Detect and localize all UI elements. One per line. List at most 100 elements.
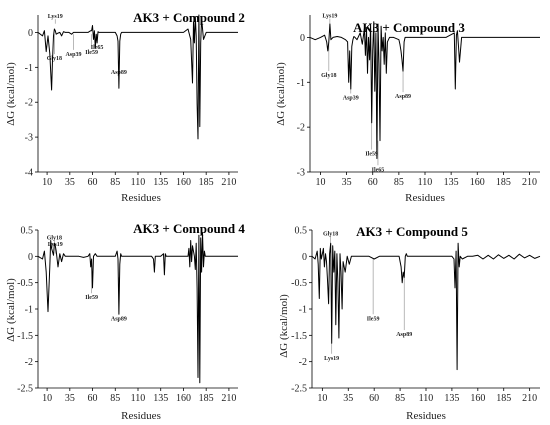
annotation-label: Asp89 [396, 332, 412, 338]
x-tick-label: 35 [343, 393, 353, 404]
y-tick-label: -1.5 [291, 331, 307, 342]
y-tick-label: -2 [299, 357, 307, 368]
y-tick-label: -2 [25, 357, 33, 368]
y-tick-label: 0 [302, 252, 307, 263]
x-tick-label: 10 [317, 393, 327, 404]
series-line [37, 232, 238, 384]
x-tick-label: 60 [88, 393, 98, 404]
annotation-label: Ile65 [372, 167, 385, 173]
x-tick-label: 135 [444, 393, 459, 404]
y-tick-label: 0 [300, 33, 305, 44]
y-tick-label: -4 [25, 168, 33, 179]
x-tick-label: 60 [368, 177, 378, 188]
x-tick-label: 185 [199, 177, 214, 188]
y-axis-title: ΔG (kcal/mol) [5, 62, 17, 126]
y-tick-label: -0.5 [291, 278, 307, 289]
annotation-label: Ile59 [85, 295, 98, 301]
panel-compound-5: AK3 + Compound 5 ΔG (kcal/mol) Residues … [278, 224, 541, 422]
x-tick-label: 210 [522, 177, 537, 188]
x-tick-label: 185 [496, 177, 511, 188]
series-line [309, 21, 540, 159]
annotation-label: Gly18 [321, 73, 336, 79]
plot-area: -3 -2 -1 0 10 35 60 85 110 135 160 185 210 Lys19 Gly18… [297, 14, 540, 188]
x-tick-label: 85 [110, 393, 120, 404]
x-tick-label: 85 [395, 393, 405, 404]
annotation-label: Gly18 [47, 236, 62, 242]
annotation-label: Ile59 [367, 316, 380, 322]
y-tick-label: -1 [25, 63, 33, 74]
x-tick-label: 110 [131, 177, 146, 188]
x-tick-label: 185 [199, 393, 214, 404]
x-axis-title: Residues [405, 192, 445, 204]
series-line [311, 242, 541, 371]
y-tick-label: 0 [28, 252, 33, 263]
x-tick-label: 110 [418, 177, 433, 188]
x-tick-label: 160 [176, 393, 191, 404]
x-tick-label: 10 [42, 177, 52, 188]
panel-title: AK3 + Compound 2 [133, 10, 245, 25]
y-tick-label: 0.5 [21, 226, 34, 237]
annotation-label: Lys19 [324, 356, 339, 362]
y-axis-title: ΔG (kcal/mol) [5, 278, 17, 342]
annotation-label: Lys19 [48, 14, 63, 20]
x-tick-label: 35 [342, 177, 352, 188]
annotation-label: Asp89 [111, 316, 127, 322]
y-axis-title: ΔG (kcal/mol) [275, 62, 287, 126]
x-tick-label: 210 [522, 393, 537, 404]
x-tick-label: 35 [65, 393, 75, 404]
x-tick-label: 160 [176, 177, 191, 188]
y-tick-label: 0.5 [295, 226, 308, 237]
y-tick-label: -1 [299, 305, 307, 316]
x-tick-label: 60 [369, 393, 379, 404]
x-tick-label: 135 [153, 177, 168, 188]
y-tick-label: -2 [25, 98, 33, 109]
x-tick-label: 85 [110, 177, 120, 188]
x-tick-label: 35 [65, 177, 75, 188]
x-tick-label: 10 [42, 393, 52, 404]
annotation-label: Asp89 [395, 94, 411, 100]
plot-area: -2.5 -2 -1.5 -1 -0.5 0 0.5 10 35 60 85 110 135 160 185… [17, 226, 238, 404]
x-tick-label: 135 [153, 393, 168, 404]
x-tick-label: 110 [131, 393, 146, 404]
y-tick-label: -0.5 [17, 278, 33, 289]
x-axis-title: Residues [121, 410, 161, 422]
y-tick-label: -2 [297, 123, 305, 134]
x-tick-label: 160 [470, 393, 485, 404]
y-tick-label: -1.5 [17, 331, 33, 342]
annotation-label: Asp39 [65, 52, 81, 58]
y-tick-label: -2.5 [291, 384, 307, 395]
y-axis-title: ΔG (kcal/mol) [278, 294, 290, 358]
x-tick-label: 10 [315, 177, 325, 188]
y-tick-label: -3 [297, 168, 305, 179]
y-tick-label: -1 [297, 78, 305, 89]
y-tick-label: -1 [25, 305, 33, 316]
plot-area: -2.5 -2 -1.5 -1 -0.5 0 0.5 10 35 60 85 110 135 160 185… [291, 226, 541, 404]
panel-title: AK3 + Compound 4 [133, 221, 245, 236]
x-tick-label: 160 [470, 177, 485, 188]
plot-area: -4 -3 -2 -1 0 10 35 60 85 110 135 160 185 210 Lys19 Gly… [25, 14, 238, 188]
x-tick-label: 110 [419, 393, 434, 404]
annotation-label: Lys19 [322, 14, 337, 20]
annotation-label: Ile65 [91, 45, 104, 51]
x-tick-label: 85 [394, 177, 404, 188]
panel-compound-2: AK3 + Compound 2 ΔG (kcal/mol) Residues … [5, 10, 245, 204]
annotation-label: Asp39 [343, 96, 359, 102]
x-tick-label: 210 [221, 177, 236, 188]
x-tick-label: 185 [496, 393, 511, 404]
panel-compound-4: AK3 + Compound 4 ΔG (kcal/mol) Residues … [5, 221, 245, 422]
panel-compound-3: AK3 + Compound 3 ΔG (kcal/mol) Residues … [275, 14, 540, 204]
y-tick-label: -2.5 [17, 384, 33, 395]
annotation-label: Gly18 [47, 56, 62, 62]
y-tick-label: 0 [28, 28, 33, 39]
x-axis-title: Residues [406, 410, 446, 422]
x-tick-label: 210 [221, 393, 236, 404]
series-line [37, 14, 238, 140]
annotation-label: Gly18 [323, 231, 338, 237]
panel-title: AK3 + Compound 5 [356, 224, 468, 239]
y-tick-label: -3 [25, 133, 33, 144]
x-tick-label: 135 [444, 177, 459, 188]
x-tick-label: 60 [88, 177, 98, 188]
annotation-label: Ile59 [365, 152, 378, 158]
x-axis-title: Residues [121, 192, 161, 204]
